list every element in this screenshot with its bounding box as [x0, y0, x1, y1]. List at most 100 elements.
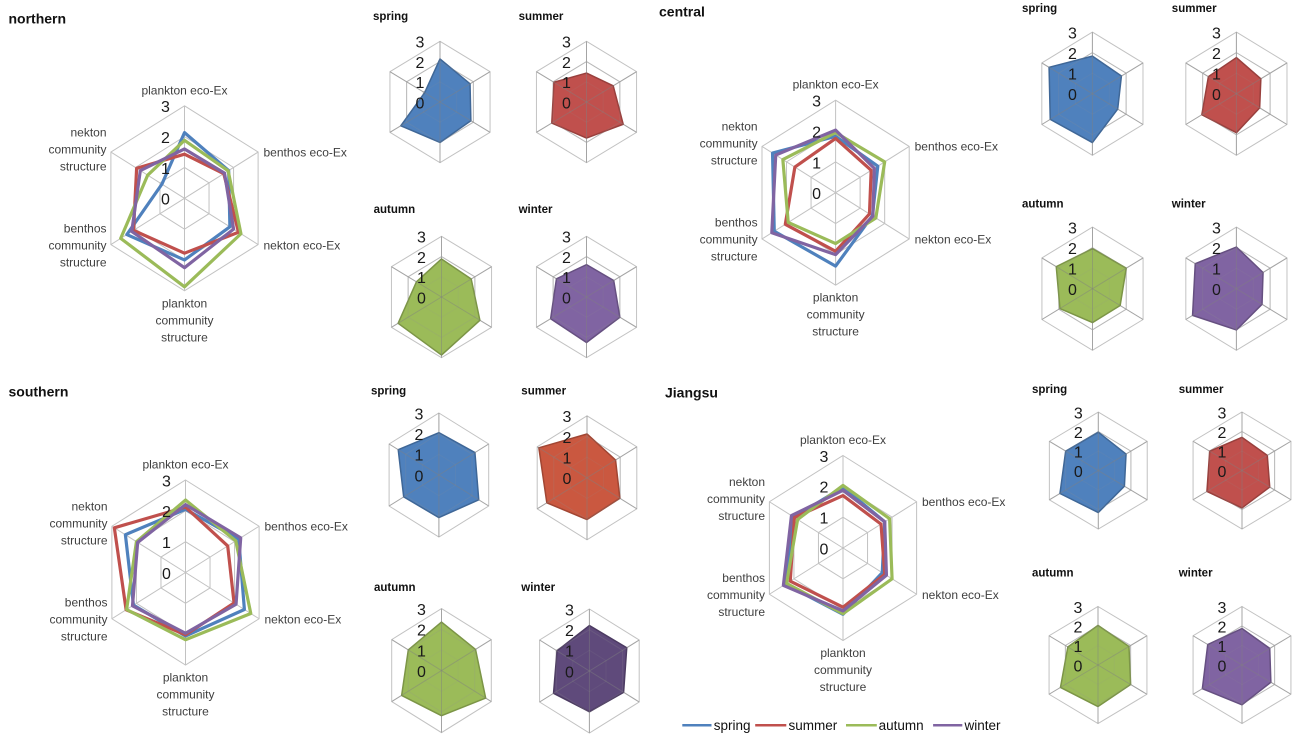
svg-text:community: community: [700, 137, 758, 151]
svg-text:3: 3: [1074, 600, 1083, 617]
svg-text:0: 0: [1074, 464, 1083, 481]
svg-text:winter: winter: [520, 582, 555, 594]
svg-text:2: 2: [417, 250, 426, 267]
svg-text:1: 1: [1218, 444, 1227, 461]
svg-text:autumn: autumn: [374, 204, 416, 216]
svg-text:nekton eco-Ex: nekton eco-Ex: [265, 613, 342, 627]
svg-text:plankton eco-Ex: plankton eco-Ex: [800, 433, 886, 447]
svg-text:1: 1: [562, 270, 571, 287]
svg-text:3: 3: [1218, 405, 1227, 422]
svg-text:2: 2: [562, 55, 571, 72]
svg-text:structure: structure: [61, 630, 108, 644]
svg-text:nekton: nekton: [722, 120, 758, 134]
svg-text:2: 2: [562, 250, 571, 267]
svg-text:benthos: benthos: [64, 221, 107, 235]
svg-text:2: 2: [565, 623, 574, 640]
svg-text:3: 3: [1068, 221, 1077, 238]
svg-text:nekton eco-Ex: nekton eco-Ex: [922, 588, 999, 602]
svg-text:nekton eco-Ex: nekton eco-Ex: [915, 233, 992, 247]
svg-text:0: 0: [1212, 282, 1221, 299]
svg-text:community: community: [707, 588, 765, 602]
svg-text:nekton eco-Ex: nekton eco-Ex: [264, 238, 341, 252]
svg-text:2: 2: [1218, 619, 1227, 636]
svg-text:community: community: [49, 613, 107, 627]
svg-text:structure: structure: [161, 330, 208, 344]
svg-text:community: community: [707, 492, 765, 506]
svg-text:0: 0: [812, 186, 821, 203]
svg-text:1: 1: [562, 75, 571, 92]
svg-text:structure: structure: [60, 255, 107, 269]
svg-text:3: 3: [417, 230, 426, 247]
svg-text:0: 0: [417, 290, 426, 307]
svg-text:1: 1: [1218, 639, 1227, 656]
svg-text:plankton eco-Ex: plankton eco-Ex: [142, 458, 228, 472]
svg-text:summer: summer: [1179, 384, 1224, 396]
svg-text:structure: structure: [820, 680, 867, 694]
svg-text:1: 1: [565, 644, 574, 661]
svg-text:benthos: benthos: [715, 216, 758, 230]
svg-text:2: 2: [820, 480, 829, 497]
svg-text:0: 0: [1218, 658, 1227, 675]
svg-text:community: community: [48, 142, 106, 156]
svg-text:3: 3: [562, 230, 571, 247]
svg-text:summer: summer: [521, 386, 566, 398]
svg-text:0: 0: [1218, 464, 1227, 481]
svg-text:benthos eco-Ex: benthos eco-Ex: [915, 140, 998, 154]
svg-text:2: 2: [1074, 619, 1083, 636]
svg-text:spring: spring: [714, 718, 751, 733]
svg-text:northern: northern: [9, 10, 67, 26]
svg-text:structure: structure: [718, 605, 765, 619]
svg-text:community: community: [814, 663, 872, 677]
svg-text:1: 1: [162, 535, 171, 552]
svg-text:community: community: [49, 517, 107, 531]
svg-text:2: 2: [1068, 46, 1077, 63]
svg-text:0: 0: [562, 290, 571, 307]
svg-text:benthos eco-Ex: benthos eco-Ex: [264, 145, 347, 159]
svg-text:0: 0: [565, 664, 574, 681]
svg-text:autumn: autumn: [1022, 199, 1064, 211]
svg-text:spring: spring: [1022, 3, 1057, 15]
svg-text:community: community: [807, 308, 865, 322]
svg-text:nekton: nekton: [70, 125, 106, 139]
svg-text:2: 2: [812, 124, 821, 141]
svg-text:spring: spring: [371, 386, 406, 398]
svg-text:winter: winter: [1178, 568, 1213, 580]
svg-text:autumn: autumn: [879, 718, 924, 733]
svg-text:2: 2: [416, 55, 425, 72]
svg-text:community: community: [48, 238, 106, 252]
svg-text:winter: winter: [518, 204, 553, 216]
svg-text:nekton: nekton: [71, 500, 107, 514]
svg-text:2: 2: [1212, 241, 1221, 258]
svg-text:3: 3: [162, 473, 171, 490]
svg-text:1: 1: [414, 448, 423, 465]
svg-text:1: 1: [417, 270, 426, 287]
svg-text:0: 0: [161, 192, 170, 209]
svg-text:1: 1: [1068, 67, 1077, 84]
svg-text:0: 0: [1074, 658, 1083, 675]
svg-text:3: 3: [1212, 221, 1221, 238]
svg-text:autumn: autumn: [374, 582, 416, 594]
svg-text:3: 3: [820, 449, 829, 466]
svg-text:community: community: [155, 313, 213, 327]
svg-text:central: central: [659, 3, 705, 19]
svg-text:2: 2: [1074, 425, 1083, 442]
svg-text:Jiangsu: Jiangsu: [665, 384, 718, 400]
svg-text:winter: winter: [1171, 199, 1206, 211]
svg-text:structure: structure: [60, 159, 107, 173]
svg-text:3: 3: [812, 94, 821, 111]
svg-text:plankton: plankton: [813, 291, 858, 305]
svg-text:southern: southern: [9, 384, 69, 400]
svg-text:plankton: plankton: [820, 646, 865, 660]
svg-text:2: 2: [414, 427, 423, 444]
svg-text:3: 3: [1074, 406, 1083, 423]
svg-text:community: community: [156, 688, 214, 702]
svg-text:structure: structure: [812, 325, 859, 339]
svg-text:2: 2: [417, 623, 426, 640]
svg-text:plankton: plankton: [163, 671, 208, 685]
svg-text:spring: spring: [373, 11, 408, 23]
svg-text:plankton eco-Ex: plankton eco-Ex: [141, 83, 227, 97]
svg-text:structure: structure: [162, 705, 209, 719]
svg-text:1: 1: [1212, 67, 1221, 84]
svg-text:1: 1: [563, 451, 572, 468]
svg-text:0: 0: [1068, 282, 1077, 299]
